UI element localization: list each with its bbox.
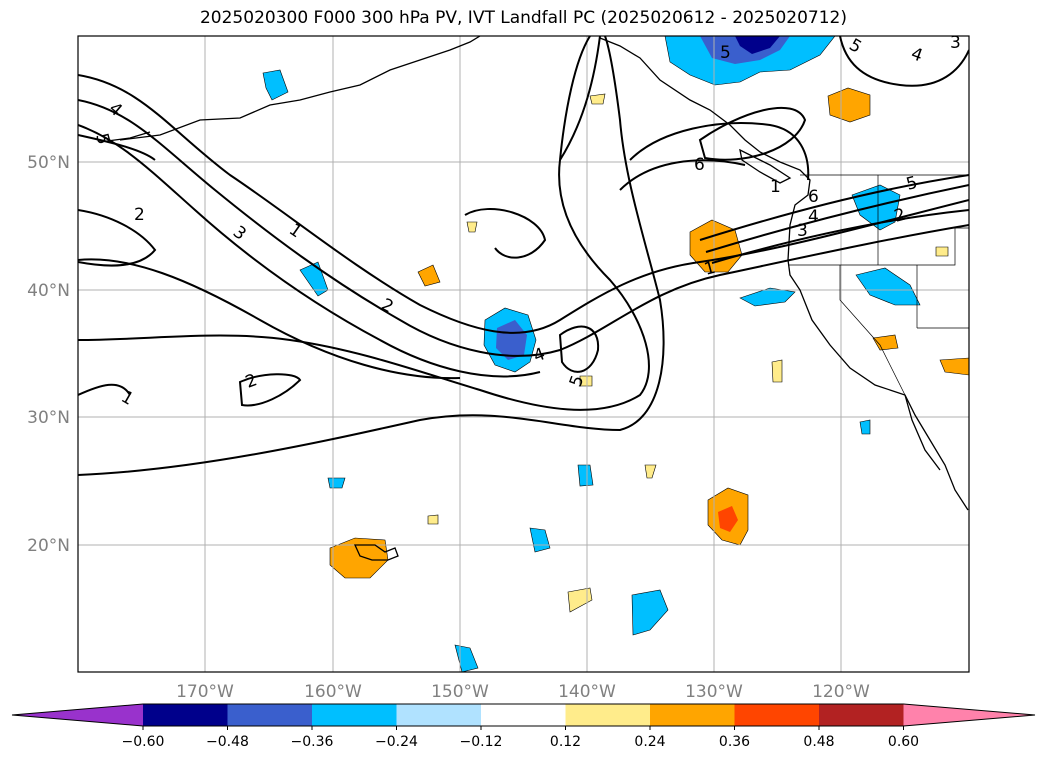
map-title: 2025020300 F000 300 hPa PV, IVT Landfall… <box>199 8 847 28</box>
contour-label: 5 <box>720 43 731 63</box>
lat-label-50n: 50°N <box>27 153 70 173</box>
colorbar-swatch <box>312 704 397 726</box>
lat-label-30n: 30°N <box>27 408 70 428</box>
shade-positive-oregon <box>872 334 899 351</box>
colorbar: −0.60 −0.48 −0.36 −0.24 −0.12 0.12 0.24 0.36 0.4… <box>11 703 1036 750</box>
shade-negative-south1 <box>577 464 594 487</box>
colorbar-tick-label: 0.36 <box>719 734 750 750</box>
lon-label-170w: 170°W <box>176 682 234 702</box>
shade-negative-nevada <box>855 267 921 306</box>
shade-negative-small1 <box>327 477 346 489</box>
shade-negative-top-deep <box>735 36 780 54</box>
contour-label: 1 <box>770 177 781 197</box>
pv-shading <box>262 36 969 672</box>
shade-positive-130w-21n-core <box>718 506 738 532</box>
colorbar-tick-label: 0.48 <box>803 734 834 750</box>
shade-negative-central-core <box>496 320 527 360</box>
colorbar-swatch <box>396 704 481 726</box>
shade-positive-small3 <box>567 587 593 613</box>
latitude-labels: 50°N 40°N 30°N 20°N <box>27 153 70 556</box>
colorbar-swatch <box>650 704 735 726</box>
lon-label-140w: 140°W <box>558 682 616 702</box>
bc-coast <box>599 37 969 511</box>
shade-positive-small7 <box>935 246 949 257</box>
colorbar-tick-label: 0.12 <box>550 734 581 750</box>
contour-label: 3 <box>950 33 961 53</box>
colorbar-extend-low <box>12 704 143 726</box>
shade-positive-152w <box>417 264 441 287</box>
vancouver-island <box>739 148 792 184</box>
contour-label: 3 <box>797 221 808 241</box>
lon-label-120w: 120°W <box>812 682 870 702</box>
lon-label-130w: 130°W <box>685 682 743 702</box>
shade-positive-small1 <box>771 359 783 383</box>
contour-label: 2 <box>892 205 908 227</box>
alaska-coast <box>119 36 481 141</box>
shade-negative-washington <box>851 184 901 231</box>
baja <box>904 394 941 471</box>
contour-label: 1 <box>702 258 718 280</box>
colorbar-swatch <box>819 704 904 726</box>
contour-label: 2 <box>134 205 145 225</box>
borders <box>788 174 969 396</box>
colorbar-tick-label: −0.60 <box>122 734 165 750</box>
colorbar-swatch <box>227 704 312 726</box>
shade-negative-south3 <box>631 589 669 636</box>
colorbar-tick-label: −0.24 <box>375 734 418 750</box>
shade-positive-bc <box>827 87 871 123</box>
map-frame <box>77 35 970 673</box>
contour-label: 4 <box>808 207 819 227</box>
colorbar-tick-label: −0.36 <box>291 734 334 750</box>
coastlines <box>99 36 969 561</box>
contour-label: 6 <box>808 187 819 207</box>
shade-positive-small5 <box>644 464 657 479</box>
shade-positive-small4 <box>427 514 439 525</box>
contour-label: 5 <box>91 131 113 147</box>
colorbar-swatch <box>734 704 819 726</box>
longitude-labels: 170°W 160°W 150°W 140°W 130°W 120°W <box>176 682 870 702</box>
colorbar-tick-label: −0.48 <box>206 734 249 750</box>
map-panel: 1 2 3 4 5 6 1 2 4 5 3 4 5 6 1 2 3 4 5 1 … <box>78 33 969 672</box>
pv-contours <box>78 36 969 476</box>
lat-label-20n: 20°N <box>27 536 70 556</box>
lon-label-150w: 150°W <box>431 682 489 702</box>
shade-positive-small2 <box>589 93 606 105</box>
lon-label-160w: 160°W <box>304 682 362 702</box>
lat-label-40n: 40°N <box>27 281 70 301</box>
shade-positive-small8 <box>579 375 593 387</box>
colorbar-tick-label: −0.12 <box>460 734 503 750</box>
shade-negative-south2 <box>529 527 551 553</box>
colorbar-swatch <box>143 704 228 726</box>
colorbar-extend-high <box>903 704 1035 726</box>
colorbar-swatch <box>481 704 566 726</box>
shade-negative-alaska <box>262 69 289 101</box>
contour-label: 5 <box>904 173 920 195</box>
contour-label: 6 <box>694 155 705 175</box>
colorbar-tick-label: 0.24 <box>634 734 665 750</box>
shade-positive-sw <box>939 357 969 376</box>
shade-positive-small6 <box>466 221 478 233</box>
colorbar-swatch <box>565 704 650 726</box>
colorbar-tick-label: 0.60 <box>888 734 919 750</box>
hawaii-islands <box>353 544 399 561</box>
shade-negative-small2 <box>859 419 871 435</box>
